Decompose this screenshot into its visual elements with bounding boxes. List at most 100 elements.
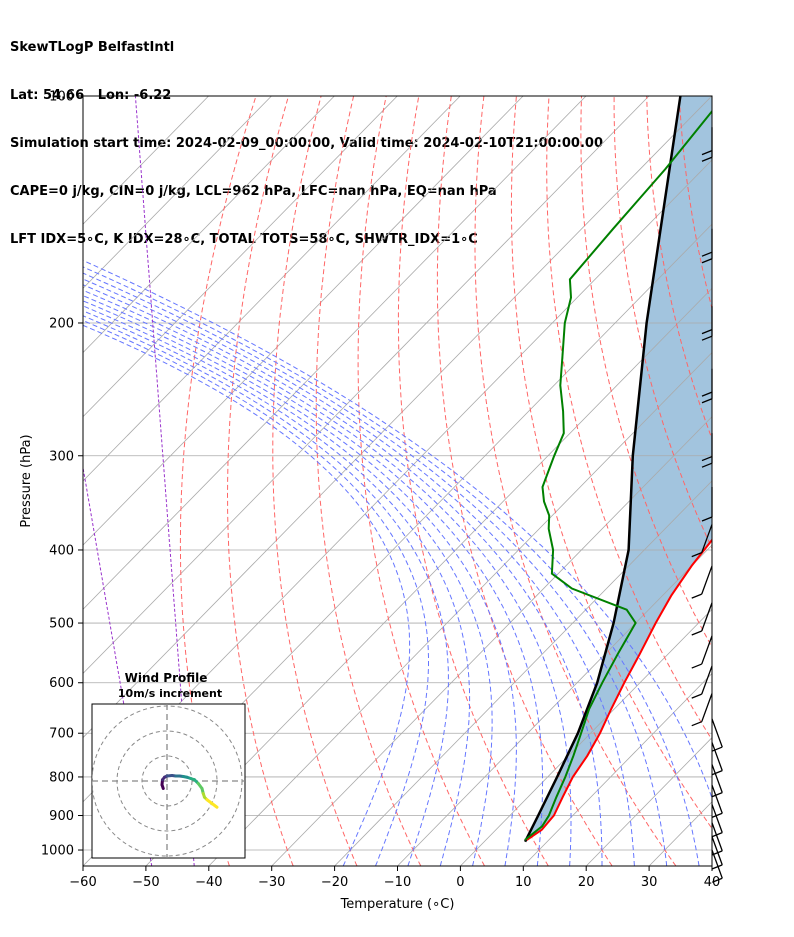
wind-barb — [691, 635, 713, 669]
barb-flag — [701, 156, 713, 162]
barb-flag — [712, 812, 723, 818]
isotherm-line — [83, 96, 335, 354]
time-line: Simulation start time: 2024-02-09_00:00:… — [10, 136, 603, 151]
barb-flag — [691, 593, 702, 599]
wind-barb — [701, 433, 713, 468]
barb-staff — [711, 822, 723, 852]
dry-adiabat — [357, 96, 485, 866]
barb-flag — [712, 792, 723, 798]
moist-adiabat — [83, 315, 449, 866]
index-line: LFT IDX=5∘C, K IDX=28∘C, TOTAL TOTS=58∘C… — [10, 232, 478, 247]
dewpoint-line — [524, 109, 712, 841]
isotherm-line — [83, 96, 650, 675]
moist-adiabat — [83, 284, 603, 866]
isotherm-line — [208, 351, 712, 866]
x-tick-label: −30 — [258, 875, 285, 890]
barb-staff — [701, 524, 713, 553]
hodograph-title: Wind Profile — [125, 671, 208, 685]
y-tick-label: 400 — [49, 543, 74, 558]
dry-adiabat — [744, 96, 794, 866]
wind-barb — [691, 665, 713, 699]
hodograph-subtitle: 10m/s increment — [118, 687, 222, 700]
x-tick-label: −40 — [195, 875, 222, 890]
dry-adiabat — [397, 96, 549, 866]
wind-barb — [701, 486, 713, 522]
barb-staff — [701, 602, 713, 632]
barb-flag — [701, 251, 713, 257]
barb-flag — [701, 398, 713, 404]
x-tick-label: −50 — [132, 875, 159, 890]
barb-flag — [712, 770, 723, 776]
moist-adiabat — [83, 295, 544, 866]
isotherm-line — [83, 96, 712, 739]
y-tick-label: 700 — [49, 727, 74, 742]
moist-adiabat — [83, 310, 471, 866]
x-tick-label: 0 — [456, 875, 464, 890]
wind-barb — [691, 524, 713, 558]
barb-flag — [701, 150, 713, 156]
barb-staff — [701, 665, 713, 695]
isotherm-line — [145, 287, 712, 866]
y-tick-label: 600 — [49, 676, 74, 691]
wind-barb — [691, 565, 713, 599]
y-tick-label: 500 — [49, 617, 74, 632]
barb-flag — [701, 328, 713, 335]
isotherm-line — [460, 608, 712, 866]
dry-adiabat — [474, 96, 677, 866]
wind-barb — [711, 849, 723, 883]
dry-adiabat — [613, 96, 712, 550]
wind-barbs — [691, 127, 723, 883]
moist-adiabat — [83, 278, 635, 866]
dry-adiabat — [777, 96, 794, 866]
plot-area — [83, 96, 794, 866]
wind-barb — [711, 742, 723, 776]
y-tick-label: 900 — [49, 809, 74, 824]
cape-shading — [525, 96, 712, 840]
wind-barb — [711, 718, 723, 752]
moist-adiabat — [83, 324, 411, 866]
barb-staff — [701, 635, 713, 665]
y-tick-label: 1000 — [41, 844, 74, 859]
wind-barb — [701, 228, 713, 264]
dry-adiabat — [227, 96, 294, 866]
x-tick-label: −60 — [69, 875, 96, 890]
isotherm-line — [711, 865, 712, 866]
isotherm-line — [83, 96, 272, 289]
moist-adiabat — [83, 320, 429, 866]
y-axis-label: Pressure (hPa) — [19, 434, 34, 527]
dry-adiabat — [272, 96, 358, 866]
x-tick-label: 30 — [641, 875, 658, 890]
temperature-line — [526, 538, 712, 841]
barb-flag — [701, 391, 713, 397]
mixing-ratio-line — [134, 96, 195, 866]
chart-title: SkewTLogP BelfastIntl — [10, 40, 175, 55]
dry-adiabat — [711, 96, 712, 105]
isotherm-line — [83, 96, 587, 610]
wind-barb — [701, 368, 713, 404]
wind-barb — [711, 836, 723, 870]
x-tick-label: −10 — [384, 875, 411, 890]
dry-adiabat — [315, 96, 422, 866]
moist-adiabat — [83, 266, 700, 866]
barb-staff — [701, 693, 713, 722]
wind-barb — [711, 804, 723, 838]
wind-barb — [701, 127, 713, 162]
barb-flag — [701, 335, 713, 341]
y-tick-label: 300 — [49, 449, 74, 464]
barb-flag — [712, 746, 723, 752]
barb-staff — [711, 784, 723, 814]
barb-flag — [701, 258, 713, 264]
barb-staff — [711, 836, 723, 866]
moist-adiabat — [83, 272, 668, 866]
x-axis-label: Temperature (∘C) — [340, 897, 455, 912]
barb-staff — [711, 742, 723, 771]
wind-barb — [691, 602, 713, 636]
dry-adiabat — [510, 96, 712, 830]
barb-staff — [711, 849, 723, 879]
y-tick-label: 800 — [49, 770, 74, 785]
x-tick-label: 40 — [704, 875, 721, 890]
isotherm-line — [523, 672, 712, 866]
hodograph-trace — [210, 802, 219, 809]
barb-staff — [711, 764, 723, 793]
